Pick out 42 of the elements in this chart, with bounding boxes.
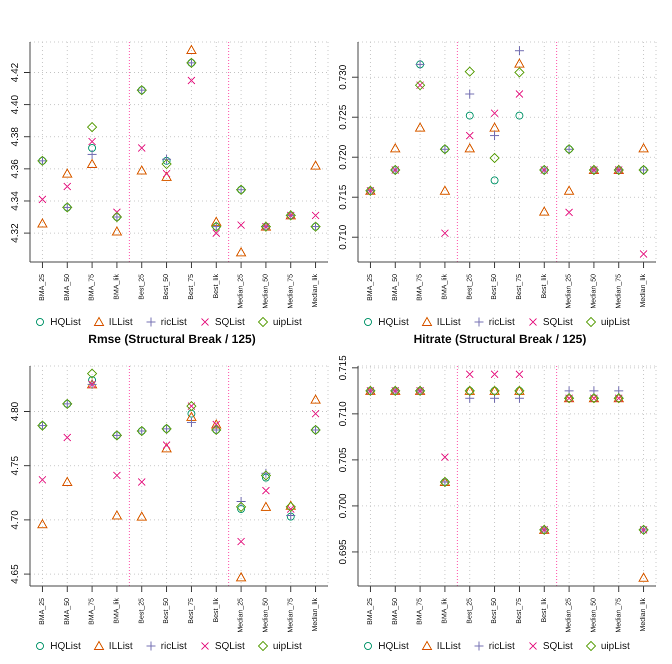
y-tick-label: 0.705 xyxy=(338,446,349,472)
legend-label: HQList xyxy=(378,640,409,652)
y-tick-label: 4.70 xyxy=(10,510,21,530)
y-tick-label: 4.42 xyxy=(10,62,21,82)
legend-label: ricList xyxy=(160,316,187,328)
legend-label: uipList xyxy=(600,316,630,328)
y-tick-label: 4.80 xyxy=(10,401,21,422)
y-tick-label: 4.65 xyxy=(10,564,21,584)
y-tick-label: 4.75 xyxy=(10,456,21,476)
legend-label: SQList xyxy=(542,316,573,328)
y-tick-label: 0.710 xyxy=(338,224,349,250)
y-tick-label: 0.715 xyxy=(338,184,349,210)
legend-label: HQList xyxy=(378,316,409,328)
legend-label: SQList xyxy=(214,640,245,652)
y-tick-label: 0.715 xyxy=(338,354,349,380)
y-tick-label: 0.700 xyxy=(338,492,349,518)
y-tick-label: 0.710 xyxy=(338,400,349,426)
legend-label: ricList xyxy=(488,640,515,652)
y-tick-label: 4.34 xyxy=(10,190,21,211)
legend-label: uipList xyxy=(272,640,302,652)
y-tick-label: 0.695 xyxy=(338,538,349,564)
legend-label: HQList xyxy=(50,316,81,328)
y-tick-label: 4.36 xyxy=(10,158,21,179)
legend-label: uipList xyxy=(600,640,630,652)
legend-label: ricList xyxy=(160,640,187,652)
legend-label: SQList xyxy=(542,640,573,652)
chart-title: Rmse (Structural Break / 125) xyxy=(87,332,257,348)
y-tick-label: 4.32 xyxy=(10,222,21,243)
legend-label: ILList xyxy=(108,316,133,328)
y-tick-label: 0.720 xyxy=(338,144,349,170)
legend-label: uipList xyxy=(272,316,302,328)
legend-label: ricList xyxy=(488,316,515,328)
y-tick-label: 4.40 xyxy=(10,94,21,114)
legend-label: ILList xyxy=(436,316,461,328)
legend-label: ILList xyxy=(436,640,461,652)
y-tick-label: 0.725 xyxy=(338,104,349,130)
legend-label: HQList xyxy=(50,640,81,652)
y-tick-label: 4.38 xyxy=(10,126,21,146)
legend-label: ILList xyxy=(108,640,133,652)
y-tick-label: 0.730 xyxy=(338,64,349,90)
legend-label: SQList xyxy=(214,316,245,328)
chart-title: Hitrate (Structural Break / 125) xyxy=(412,332,588,348)
